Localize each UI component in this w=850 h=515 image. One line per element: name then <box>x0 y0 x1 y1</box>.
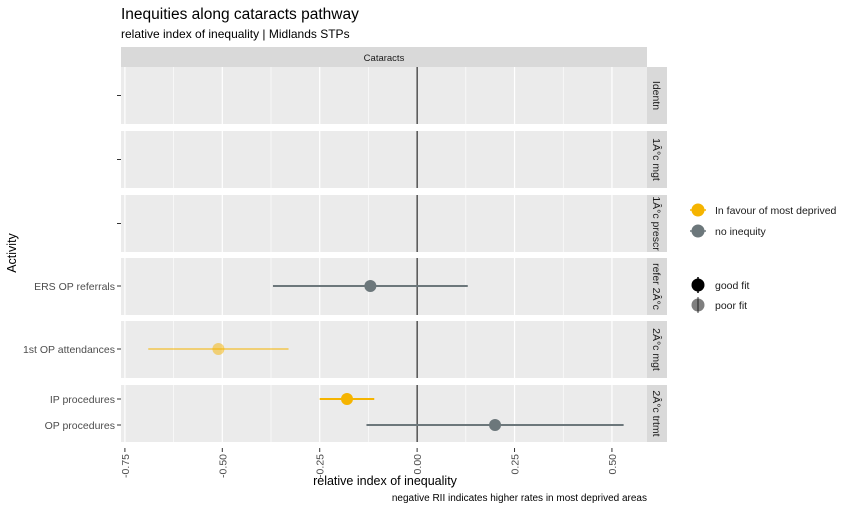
chart-title: Inequities along cataracts pathway <box>121 6 359 23</box>
facet-strip-label: Identn <box>650 81 662 110</box>
facet-strip-label: 2Â°c mgt <box>650 328 663 371</box>
data-point <box>489 419 502 431</box>
x-tick-label: -0.25 <box>315 454 327 478</box>
y-tick-label: OP procedures <box>45 420 115 432</box>
legend-key-point <box>691 224 705 238</box>
facet-strip-label: 1Â°c prescr <box>650 196 663 251</box>
panel-background <box>121 195 647 252</box>
facet-strip-right <box>647 258 667 315</box>
chart-subtitle: relative index of inequality | Midlands … <box>121 27 350 41</box>
panel-background <box>121 385 647 442</box>
facet-strip-right <box>647 195 667 252</box>
facet-strip-label: 1Â°c mgt <box>650 138 663 181</box>
legend-key-point <box>691 298 705 312</box>
data-point <box>340 393 353 405</box>
legend-label: good fit <box>715 280 750 292</box>
x-tick-label: -0.75 <box>120 454 132 478</box>
facet-strip-right <box>647 67 667 124</box>
y-axis-label: Activity <box>5 232 19 272</box>
plot-area: Cataracts Identn 1Â°c mgt 1Â°c prescr refer … <box>23 47 667 478</box>
facet-strip-label: refer 2Â°c <box>650 263 663 310</box>
x-tick-label: 0.25 <box>510 454 522 475</box>
y-tick-label: IP procedures <box>50 394 115 406</box>
x-tick-label: -0.50 <box>217 454 229 478</box>
facet-strip-right <box>647 321 667 378</box>
y-tick-label: ERS OP referrals <box>34 281 115 293</box>
facet-strip-right <box>647 131 667 188</box>
x-tick-label: 0.50 <box>607 454 619 475</box>
x-tick-label: 0.00 <box>412 454 424 475</box>
data-point <box>364 280 377 292</box>
legend-key-point <box>691 278 705 292</box>
legend-label: no inequity <box>715 226 767 238</box>
chart-caption: negative RII indicates higher rates in m… <box>392 493 647 504</box>
y-tick-label: 1st OP attendances <box>23 344 115 356</box>
panel-background <box>121 131 647 188</box>
legend-key-point <box>691 203 705 217</box>
facet-strip-label: Cataracts <box>364 53 405 64</box>
x-axis-label: relative index of inequality <box>313 474 458 488</box>
facet-strip-right <box>647 385 667 442</box>
legend-label: poor fit <box>715 300 747 312</box>
panel-background <box>121 67 647 124</box>
data-point <box>212 343 225 355</box>
facet-strip-label: 2Â°c trtmt <box>650 390 663 436</box>
legend-label: In favour of most deprived <box>715 205 837 217</box>
facet-strip-top <box>121 47 647 67</box>
legend: In favour of most deprived no inequity goo… <box>690 203 837 313</box>
